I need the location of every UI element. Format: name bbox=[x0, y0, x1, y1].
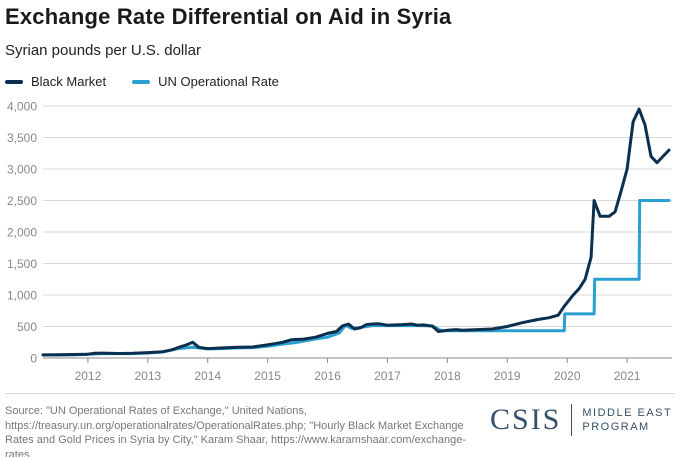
legend-item-black-market: Black Market bbox=[5, 74, 106, 89]
y-tick-label-1500: 1,500 bbox=[7, 257, 37, 271]
footer-divider bbox=[5, 393, 675, 394]
csis-logo: CSIS MIDDLE EAST PROGRAM bbox=[490, 403, 673, 436]
legend-swatch-black-market bbox=[5, 79, 23, 84]
legend: Black Market UN Operational Rate bbox=[5, 74, 305, 89]
source-note: Source: "UN Operational Rates of Exchang… bbox=[5, 405, 467, 457]
y-tick-label-3000: 3,000 bbox=[7, 163, 37, 177]
logo-wordmark: CSIS bbox=[490, 403, 562, 436]
logo-divider bbox=[571, 404, 573, 436]
legend-label-black-market: Black Market bbox=[31, 74, 107, 89]
legend-label-un-rate: UN Operational Rate bbox=[158, 74, 279, 89]
x-tick-label-2019: 2019 bbox=[494, 369, 521, 383]
series-line-un-operational-rate bbox=[41, 199, 671, 357]
y-tick-label-4000: 4,000 bbox=[7, 100, 37, 114]
x-tick-label-2018: 2018 bbox=[434, 369, 461, 383]
x-tick-label-2014: 2014 bbox=[194, 369, 221, 383]
legend-swatch-un-rate bbox=[132, 79, 151, 84]
x-tick-label-2016: 2016 bbox=[314, 369, 341, 383]
y-tick-label-500: 500 bbox=[17, 320, 37, 334]
x-tick-label-2012: 2012 bbox=[75, 369, 102, 383]
logo-program-name: MIDDLE EAST PROGRAM bbox=[582, 407, 673, 433]
y-tick-label-1000: 1,000 bbox=[7, 289, 37, 303]
x-tick-label-2013: 2013 bbox=[134, 369, 161, 383]
chart-title: Exchange Rate Differential on Aid in Syr… bbox=[5, 4, 452, 29]
y-tick-label-2000: 2,000 bbox=[7, 226, 37, 240]
line-chart: 0 500 1,000 1,500 2,000 2,500 3,000 3,500 4,000 2… bbox=[7, 100, 672, 383]
series-line-black-market bbox=[41, 107, 671, 357]
x-tick-label-2017: 2017 bbox=[374, 369, 401, 383]
x-tick-label-2020: 2020 bbox=[554, 369, 581, 383]
x-tick-label-2021: 2021 bbox=[614, 369, 641, 383]
x-tick-label-2015: 2015 bbox=[254, 369, 281, 383]
y-tick-label-2500: 2,500 bbox=[7, 194, 37, 208]
y-tick-label-3500: 3,500 bbox=[7, 131, 37, 145]
chart-subtitle: Syrian pounds per U.S. dollar bbox=[5, 42, 201, 59]
y-tick-label-0: 0 bbox=[30, 352, 37, 366]
legend-item-un-rate: UN Operational Rate bbox=[132, 74, 279, 89]
